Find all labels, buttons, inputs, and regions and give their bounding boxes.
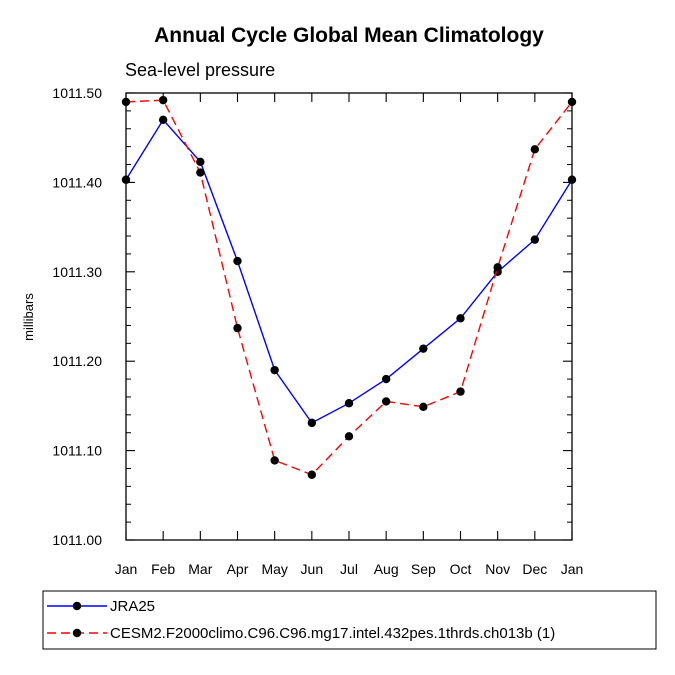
series-1-point [567,175,577,184]
series-2-point [121,97,131,107]
y-axis-label: millibars [21,293,36,341]
legend-marker-1 [72,601,82,611]
series-line-2 [125,99,573,476]
legend-label-1: JRA25 [110,598,155,615]
legend-label-2: CESM2.F2000climo.C96.C96.mg17.intel.432p… [110,625,555,642]
chart-title: Annual Cycle Global Mean Climatology [154,24,544,47]
series-1-point [530,235,540,244]
plot-frame [125,92,573,541]
series-2-point [456,387,465,396]
series-1-point [344,399,354,408]
x-tick-label: Jun [301,561,324,577]
y-tick-label: 1011.20 [52,353,102,369]
series-1-point [158,115,168,125]
x-tick-label: Feb [151,561,175,577]
x-tick-label: Oct [450,561,472,577]
series-2-point [270,456,279,465]
series-1-point [233,256,242,266]
legend-box [42,590,657,650]
series-2-point [344,432,354,441]
chart-subtitle: Sea-level pressure [125,60,275,80]
x-tick-label: Jan [115,561,138,577]
series-2-point [567,97,577,107]
series-1-point [121,175,131,184]
y-tick-label: 1011.40 [52,174,102,190]
legend-marker-2 [72,628,82,638]
series-2-point [493,263,502,272]
legend: JRA25 CESM2.F2000climo.C96.C96.mg17.intel… [42,590,657,650]
series-2-point [196,168,205,177]
x-tick-label: Jan [561,561,584,577]
x-tick-label: Sep [411,561,436,577]
series-2-point [233,323,242,333]
x-tick-label: Jul [340,561,358,577]
series-2-point [381,397,391,406]
y-tick-label: 1011.30 [52,264,102,280]
plot-area: 1011.00 1011.10 1011.20 1011.30 1011.40 1011.… [52,85,583,577]
y-tick-label: 1011.50 [52,85,102,101]
series-1-point [381,374,391,384]
series-2-point [307,470,317,479]
series-1-point [307,418,317,428]
series-1-point [270,365,279,375]
series-2-point [419,402,428,411]
x-tick-label: Nov [485,561,510,577]
series-1-point [456,314,465,323]
x-tick-label: Dec [522,561,547,577]
series-line-1 [125,118,573,424]
x-tick-label: Aug [374,561,399,577]
x-tick-label: May [261,561,287,577]
series-2-point [158,95,168,105]
y-tick-label: 1011.00 [52,532,102,548]
series-2-point [530,145,540,154]
series-1-point [419,344,428,353]
series-1-point [196,157,205,167]
x-tick-label: Apr [227,561,249,577]
y-tick-label: 1011.10 [52,443,102,459]
x-tick-label: Mar [188,561,212,577]
